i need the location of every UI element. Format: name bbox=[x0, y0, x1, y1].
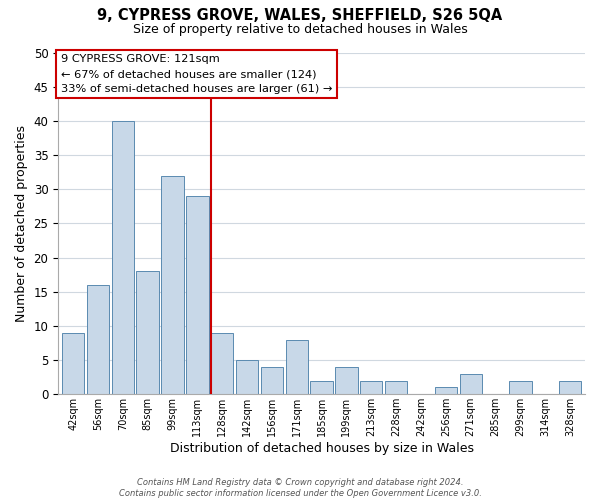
Text: Contains HM Land Registry data © Crown copyright and database right 2024.
Contai: Contains HM Land Registry data © Crown c… bbox=[119, 478, 481, 498]
Bar bbox=[112, 121, 134, 394]
Bar bbox=[385, 380, 407, 394]
Bar bbox=[211, 333, 233, 394]
Bar bbox=[434, 388, 457, 394]
X-axis label: Distribution of detached houses by size in Wales: Distribution of detached houses by size … bbox=[170, 442, 473, 455]
Bar bbox=[136, 271, 159, 394]
Bar bbox=[310, 380, 333, 394]
Bar bbox=[286, 340, 308, 394]
Bar bbox=[260, 367, 283, 394]
Bar bbox=[460, 374, 482, 394]
Bar bbox=[509, 380, 532, 394]
Text: Size of property relative to detached houses in Wales: Size of property relative to detached ho… bbox=[133, 22, 467, 36]
Bar bbox=[87, 285, 109, 395]
Bar bbox=[360, 380, 382, 394]
Bar bbox=[559, 380, 581, 394]
Bar bbox=[62, 333, 84, 394]
Bar bbox=[186, 196, 209, 394]
Bar bbox=[335, 367, 358, 394]
Text: 9 CYPRESS GROVE: 121sqm
← 67% of detached houses are smaller (124)
33% of semi-d: 9 CYPRESS GROVE: 121sqm ← 67% of detache… bbox=[61, 54, 332, 94]
Bar bbox=[236, 360, 258, 394]
Bar bbox=[161, 176, 184, 394]
Text: 9, CYPRESS GROVE, WALES, SHEFFIELD, S26 5QA: 9, CYPRESS GROVE, WALES, SHEFFIELD, S26 … bbox=[97, 8, 503, 22]
Y-axis label: Number of detached properties: Number of detached properties bbox=[15, 125, 28, 322]
